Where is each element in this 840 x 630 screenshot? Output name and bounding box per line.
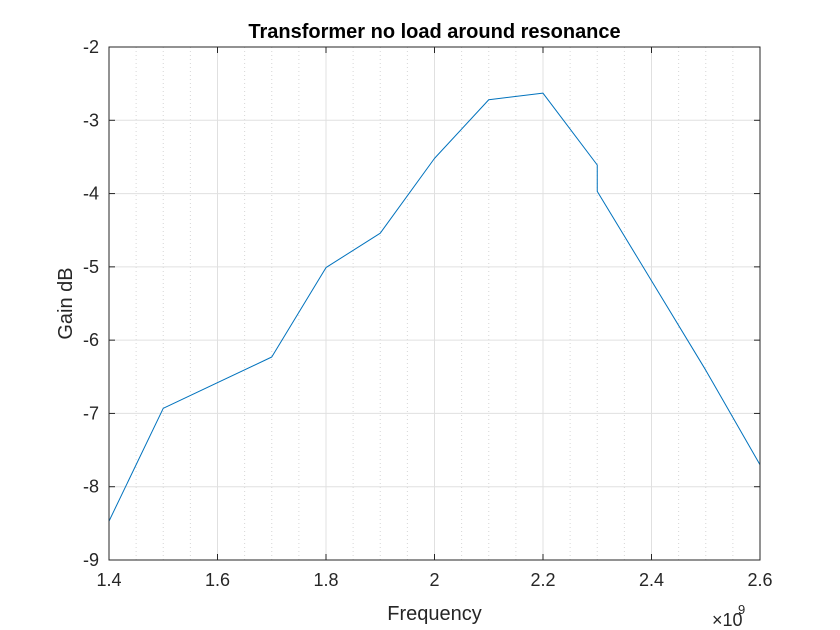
y-tick-label: -4 xyxy=(83,184,99,204)
y-tick-label: -3 xyxy=(83,110,99,130)
x-tick-label: 2.4 xyxy=(639,570,664,590)
x-axis-label: Frequency xyxy=(387,603,482,625)
y-tick-label: -5 xyxy=(83,257,99,277)
y-tick-labels: -9 -8 -7 -6 -5 -4 -3 -2 xyxy=(83,37,99,570)
y-tick-label: -7 xyxy=(83,403,99,423)
chart-title: Transformer no load around resonance xyxy=(248,21,620,43)
y-tick-label: -8 xyxy=(83,477,99,497)
y-tick-label: -9 xyxy=(83,550,99,570)
x-exponent-base: ×10 xyxy=(712,610,743,630)
minor-grid xyxy=(135,47,734,560)
tick-marks xyxy=(108,46,761,561)
x-tick-label: 2.6 xyxy=(747,570,772,590)
series-layer xyxy=(108,92,761,522)
series-line xyxy=(108,92,761,522)
x-tick-label: 1.6 xyxy=(205,570,230,590)
x-tick-label: 1.4 xyxy=(96,570,121,590)
y-tick-label: -6 xyxy=(83,330,99,350)
x-exponent-label: ×10 9 xyxy=(712,602,745,630)
x-tick-label: 1.8 xyxy=(313,570,338,590)
x-exponent-power: 9 xyxy=(738,602,745,617)
y-tick-label: -2 xyxy=(83,37,99,57)
x-tick-label: 2 xyxy=(429,570,439,590)
x-tick-labels: 1.4 1.6 1.8 2 2.2 2.4 2.6 xyxy=(96,570,772,590)
y-axis-label: Gain dB xyxy=(55,267,77,339)
x-tick-label: 2.2 xyxy=(530,570,555,590)
